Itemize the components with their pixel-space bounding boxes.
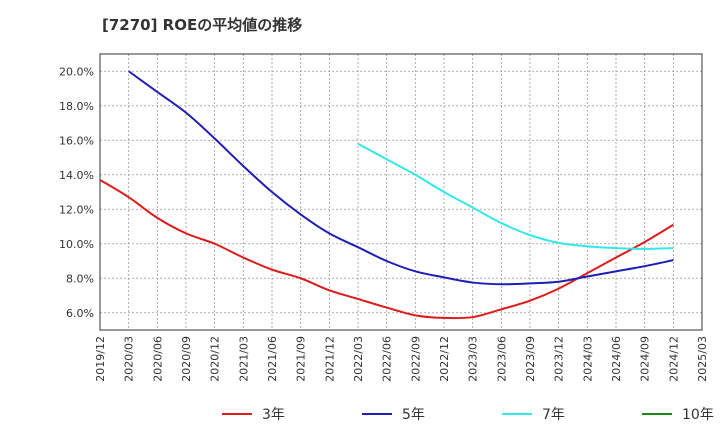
legend-label: 10年 [682, 407, 714, 423]
legend-label: 7年 [542, 407, 565, 423]
y-tick-label: 20.0% [59, 65, 94, 78]
legend-swatch [502, 413, 532, 415]
x-tick-label: 2021/09 [295, 336, 308, 382]
y-tick-label: 18.0% [59, 100, 94, 113]
x-tick-label: 2019/12 [94, 336, 107, 382]
x-tick-label: 2023/06 [495, 336, 508, 382]
legend-item: 10年 [642, 404, 720, 424]
y-tick-label: 16.0% [59, 134, 94, 147]
legend-label: 5年 [402, 407, 425, 423]
x-tick-label: 2024/09 [639, 336, 652, 382]
x-tick-label: 2021/06 [266, 336, 279, 382]
x-tick-label: 2021/12 [323, 336, 336, 382]
legend-item: 7年 [502, 404, 642, 424]
x-tick-label: 2023/09 [524, 336, 537, 382]
y-tick-label: 6.0% [66, 307, 94, 320]
x-tick-label: 2024/06 [610, 336, 623, 382]
y-tick-label: 12.0% [59, 203, 94, 216]
x-tick-label: 2025/03 [696, 336, 709, 382]
y-tick-label: 10.0% [59, 238, 94, 251]
grid-lines [100, 54, 702, 330]
legend-item: 5年 [362, 404, 502, 424]
x-tick-label: 2024/03 [581, 336, 594, 382]
x-tick-label: 2023/03 [467, 336, 480, 382]
x-tick-label: 2020/06 [151, 336, 164, 382]
y-tick-label: 14.0% [59, 169, 94, 182]
legend-swatch [222, 413, 252, 415]
x-tick-labels: 2019/12 2020/03 2020/06 2020/09 2020/12 2021/… [94, 336, 709, 382]
legend: 3年 5年 7年 10年 [222, 404, 720, 424]
x-tick-label: 2022/12 [438, 336, 451, 382]
x-tick-label: 2020/09 [180, 336, 193, 382]
x-tick-label: 2020/03 [123, 336, 136, 382]
series-lines [99, 70, 674, 320]
y-tick-label: 8.0% [66, 272, 94, 285]
x-tick-label: 2023/12 [553, 336, 566, 382]
series-line-7年 [357, 142, 674, 250]
x-tick-label: 2021/03 [237, 336, 250, 382]
y-tick-labels: 6.0% 8.0% 10.0% 12.0% 14.0% 16.0% 18.0% 20.0% [59, 65, 94, 320]
plot-frame [99, 53, 703, 331]
axes [99, 53, 703, 331]
x-tick-label: 2022/09 [409, 336, 422, 382]
legend-swatch [642, 413, 672, 415]
chart-title: [7270] ROEの平均値の推移 [102, 16, 303, 34]
series-line-3年 [99, 179, 674, 320]
x-tick-label: 2020/12 [209, 336, 222, 382]
legend-swatch [362, 413, 392, 415]
series-line-5年 [128, 70, 674, 286]
x-tick-label: 2024/12 [667, 336, 680, 382]
x-tick-label: 2022/03 [352, 336, 365, 382]
x-tick-label: 2022/06 [381, 336, 394, 382]
legend-item: 3年 [222, 404, 362, 424]
legend-label: 3年 [262, 407, 285, 423]
